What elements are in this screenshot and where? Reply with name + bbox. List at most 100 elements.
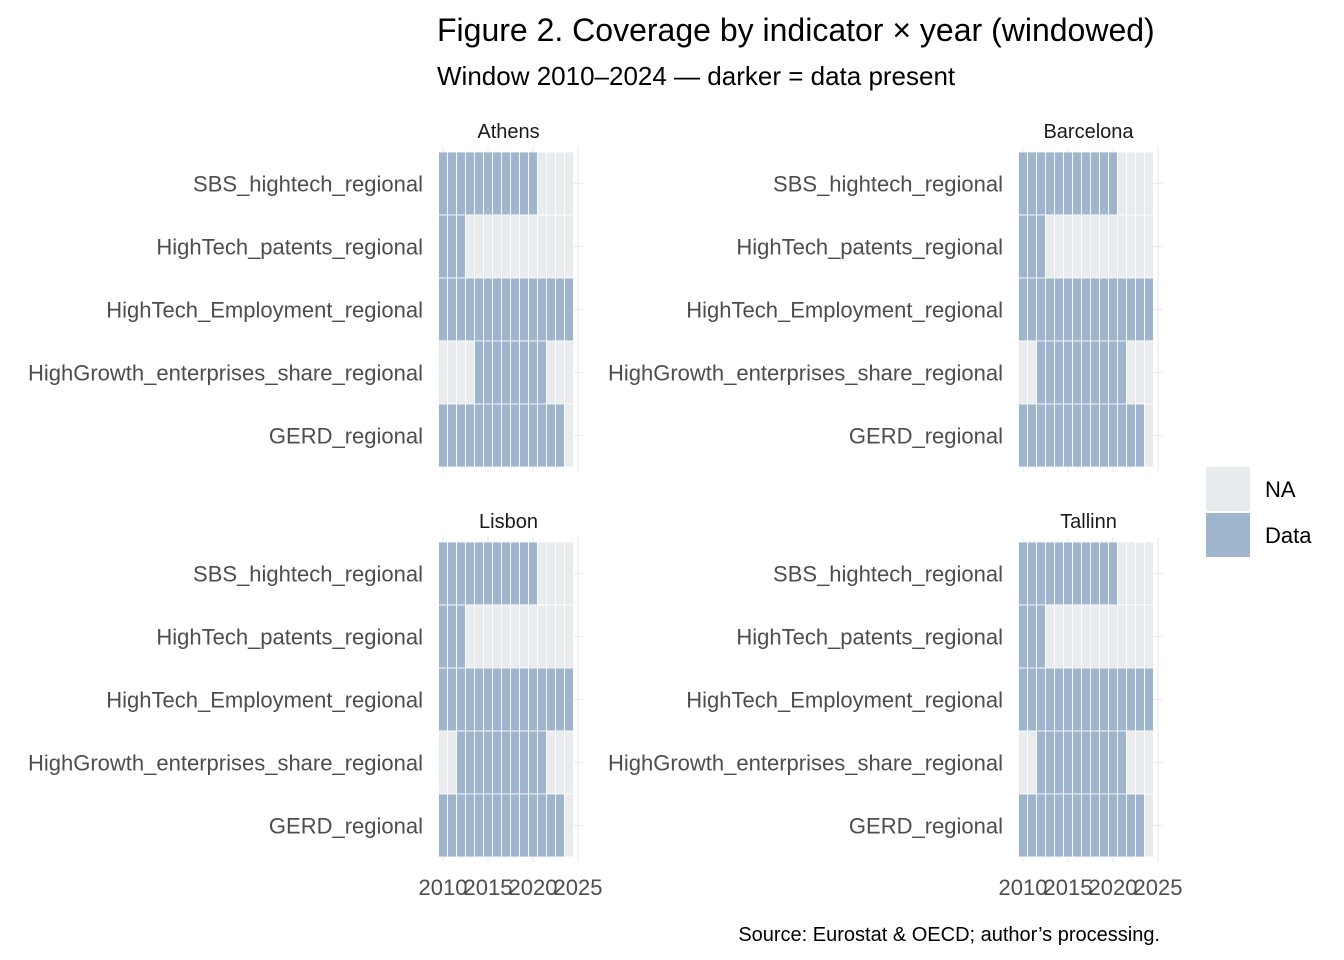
- heatmap-cell-tallinn-gerd-regional-2022: [1126, 793, 1136, 858]
- panel-title-tallinn: Tallinn: [1060, 511, 1117, 533]
- heatmap-cell-athens-hightech-patents-regional-2020: [528, 214, 538, 279]
- heatmap-cell-lisbon-sbs-hightech-regional-2010: [438, 541, 448, 606]
- heatmap-cell-barcelona-hightech-employment-regional-2017: [1081, 277, 1091, 342]
- heatmap-cell-athens-gerd-regional-2017: [501, 403, 511, 468]
- heatmap-cell-barcelona-gerd-regional-2013: [1045, 403, 1055, 468]
- heatmap-cell-tallinn-hightech-patents-regional-2019: [1099, 604, 1109, 669]
- heatmap-cell-athens-hightech-employment-regional-2013: [465, 277, 475, 342]
- heatmap-cell-lisbon-hightech-employment-regional-2022: [546, 667, 556, 732]
- heatmap-cell-tallinn-sbs-hightech-regional-2021: [1117, 541, 1127, 606]
- heatmap-cell-athens-hightech-employment-regional-2014: [474, 277, 484, 342]
- heatmap-cell-athens-highgrowth-enterprises-share-regional-2011: [447, 340, 457, 405]
- heatmap-cell-barcelona-highgrowth-enterprises-share-regional-2024: [1144, 340, 1154, 405]
- heatmap-cell-lisbon-highgrowth-enterprises-share-regional-2012: [456, 730, 466, 795]
- heatmap-cell-athens-highgrowth-enterprises-share-regional-2020: [528, 340, 538, 405]
- y-tick-label: HighTech_patents_regional: [736, 625, 1003, 650]
- heatmap-cell-tallinn-highgrowth-enterprises-share-regional-2016: [1072, 730, 1082, 795]
- heatmap-cell-barcelona-hightech-patents-regional-2019: [1099, 214, 1109, 279]
- heatmap-cell-lisbon-highgrowth-enterprises-share-regional-2015: [483, 730, 493, 795]
- legend: NA Data: [1206, 467, 1312, 557]
- y-tick-label: HighGrowth_enterprises_share_regional: [608, 751, 1003, 776]
- heatmap-cell-tallinn-gerd-regional-2019: [1099, 793, 1109, 858]
- y-tick-label: HighTech_Employment_regional: [686, 298, 1003, 323]
- heatmap-cell-barcelona-sbs-hightech-regional-2015: [1063, 151, 1073, 216]
- heatmap-cell-tallinn-sbs-hightech-regional-2018: [1090, 541, 1100, 606]
- heatmap-cell-lisbon-sbs-hightech-regional-2023: [555, 541, 565, 606]
- heatmap-cell-lisbon-hightech-employment-regional-2015: [483, 667, 493, 732]
- heatmap-cell-barcelona-highgrowth-enterprises-share-regional-2018: [1090, 340, 1100, 405]
- heatmap-cell-lisbon-hightech-employment-regional-2013: [465, 667, 475, 732]
- heatmap-cell-lisbon-hightech-employment-regional-2024: [564, 667, 574, 732]
- heatmap-cell-lisbon-hightech-employment-regional-2021: [537, 667, 547, 732]
- heatmap-cell-athens-hightech-patents-regional-2014: [474, 214, 484, 279]
- heatmap-cell-lisbon-highgrowth-enterprises-share-regional-2023: [555, 730, 565, 795]
- y-tick-label: GERD_regional: [269, 424, 423, 449]
- heatmap-cell-tallinn-sbs-hightech-regional-2010: [1018, 541, 1028, 606]
- heatmap-cell-tallinn-hightech-employment-regional-2024: [1144, 667, 1154, 732]
- heatmap-cell-lisbon-hightech-patents-regional-2022: [546, 604, 556, 669]
- heatmap-cell-athens-hightech-patents-regional-2023: [555, 214, 565, 279]
- panel-tallinn: Tallinn SBS_hightech_regional HighTech_pat…: [608, 511, 1182, 900]
- heatmap-cell-athens-hightech-employment-regional-2016: [492, 277, 502, 342]
- panel-barcelona: Barcelona SBS_hightech_regional HighTech_p…: [608, 121, 1163, 472]
- heatmap-cell-lisbon-highgrowth-enterprises-share-regional-2011: [447, 730, 457, 795]
- heatmap-cell-barcelona-hightech-employment-regional-2016: [1072, 277, 1082, 342]
- heatmap-cell-barcelona-highgrowth-enterprises-share-regional-2014: [1054, 340, 1064, 405]
- heatmap-cell-barcelona-highgrowth-enterprises-share-regional-2020: [1108, 340, 1118, 405]
- heatmap-cell-athens-sbs-hightech-regional-2010: [438, 151, 448, 216]
- heatmap-cell-tallinn-hightech-patents-regional-2011: [1027, 604, 1037, 669]
- heatmap-cell-barcelona-hightech-patents-regional-2020: [1108, 214, 1118, 279]
- heatmap-cell-athens-sbs-hightech-regional-2024: [564, 151, 574, 216]
- heatmap-cell-athens-gerd-regional-2015: [483, 403, 493, 468]
- heatmap-cell-tallinn-gerd-regional-2016: [1072, 793, 1082, 858]
- heatmap-cell-lisbon-hightech-employment-regional-2020: [528, 667, 538, 732]
- heatmap-cell-athens-hightech-patents-regional-2022: [546, 214, 556, 279]
- heatmap-cell-athens-highgrowth-enterprises-share-regional-2022: [546, 340, 556, 405]
- heatmap-cell-barcelona-hightech-employment-regional-2015: [1063, 277, 1073, 342]
- heatmap-cell-barcelona-sbs-hightech-regional-2020: [1108, 151, 1118, 216]
- heatmap-cell-barcelona-hightech-patents-regional-2018: [1090, 214, 1100, 279]
- heatmap-cell-athens-gerd-regional-2011: [447, 403, 457, 468]
- y-tick-label: HighGrowth_enterprises_share_regional: [28, 361, 423, 386]
- heatmap-cell-lisbon-highgrowth-enterprises-share-regional-2013: [465, 730, 475, 795]
- heatmap-cell-tallinn-hightech-employment-regional-2015: [1063, 667, 1073, 732]
- heatmap-cell-athens-hightech-patents-regional-2021: [537, 214, 547, 279]
- heatmap-cell-tallinn-highgrowth-enterprises-share-regional-2024: [1144, 730, 1154, 795]
- y-tick-label: SBS_hightech_regional: [193, 172, 423, 197]
- heatmap-cell-barcelona-hightech-patents-regional-2015: [1063, 214, 1073, 279]
- heatmap-cell-lisbon-sbs-hightech-regional-2013: [465, 541, 475, 606]
- heatmap-cell-tallinn-highgrowth-enterprises-share-regional-2022: [1126, 730, 1136, 795]
- heatmap-cell-barcelona-gerd-regional-2020: [1108, 403, 1118, 468]
- heatmap-cell-lisbon-gerd-regional-2023: [555, 793, 565, 858]
- heatmap-cell-athens-hightech-employment-regional-2010: [438, 277, 448, 342]
- heatmap-cell-tallinn-highgrowth-enterprises-share-regional-2020: [1108, 730, 1118, 795]
- heatmap-cell-lisbon-hightech-patents-regional-2018: [510, 604, 520, 669]
- heatmap-cell-lisbon-highgrowth-enterprises-share-regional-2017: [501, 730, 511, 795]
- heatmap-cell-tallinn-sbs-hightech-regional-2013: [1045, 541, 1055, 606]
- heatmap-cell-tallinn-highgrowth-enterprises-share-regional-2019: [1099, 730, 1109, 795]
- heatmap-cell-lisbon-sbs-hightech-regional-2015: [483, 541, 493, 606]
- heatmap-cell-tallinn-gerd-regional-2021: [1117, 793, 1127, 858]
- heatmap-cell-barcelona-highgrowth-enterprises-share-regional-2013: [1045, 340, 1055, 405]
- heatmap-cell-barcelona-highgrowth-enterprises-share-regional-2021: [1117, 340, 1127, 405]
- heatmap-cell-tallinn-gerd-regional-2020: [1108, 793, 1118, 858]
- heatmap-cell-barcelona-hightech-patents-regional-2022: [1126, 214, 1136, 279]
- heatmap-cell-barcelona-highgrowth-enterprises-share-regional-2023: [1135, 340, 1145, 405]
- heatmap-cell-tallinn-hightech-patents-regional-2018: [1090, 604, 1100, 669]
- heatmap-cell-lisbon-hightech-employment-regional-2016: [492, 667, 502, 732]
- heatmap-cell-tallinn-hightech-employment-regional-2023: [1135, 667, 1145, 732]
- heatmap-cell-athens-gerd-regional-2012: [456, 403, 466, 468]
- y-tick-label: SBS_hightech_regional: [773, 172, 1003, 197]
- panel-athens: Athens SBS_hightech_regional HighTech_pate…: [28, 121, 583, 472]
- heatmap-cell-barcelona-hightech-employment-regional-2018: [1090, 277, 1100, 342]
- heatmap-cell-tallinn-highgrowth-enterprises-share-regional-2010: [1018, 730, 1028, 795]
- heatmap-cell-athens-hightech-patents-regional-2010: [438, 214, 448, 279]
- heatmap-cell-lisbon-highgrowth-enterprises-share-regional-2022: [546, 730, 556, 795]
- heatmap-cell-barcelona-hightech-employment-regional-2019: [1099, 277, 1109, 342]
- heatmap-cell-barcelona-gerd-regional-2024: [1144, 403, 1154, 468]
- heatmap-cell-tallinn-gerd-regional-2012: [1036, 793, 1046, 858]
- heatmap-cell-lisbon-highgrowth-enterprises-share-regional-2018: [510, 730, 520, 795]
- heatmap-cell-barcelona-hightech-employment-regional-2012: [1036, 277, 1046, 342]
- heatmap-cell-tallinn-hightech-employment-regional-2019: [1099, 667, 1109, 732]
